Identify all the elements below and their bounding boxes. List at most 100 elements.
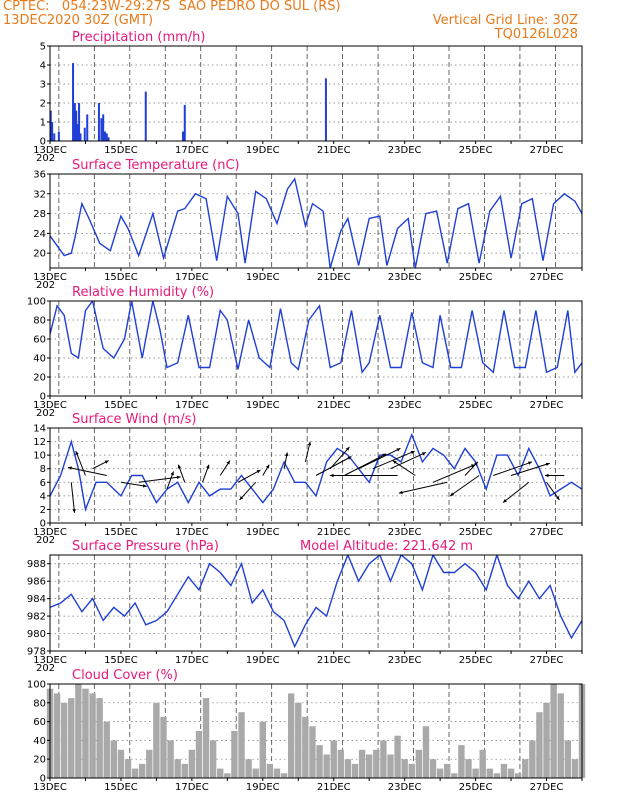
cloud-bar xyxy=(68,698,75,778)
precip-bar xyxy=(182,131,184,141)
cloud-bar xyxy=(60,702,68,778)
precip-bar xyxy=(53,133,56,141)
wind-arrow xyxy=(372,450,415,470)
cloud-bar xyxy=(444,763,451,778)
x-tick-label: 27DEC xyxy=(530,145,564,156)
wind-arrowhead xyxy=(284,452,289,457)
y-tick-label: 80 xyxy=(33,316,46,327)
cloud-bar xyxy=(224,773,231,778)
wind-arrow xyxy=(432,464,476,483)
series-line xyxy=(50,177,582,268)
wind-arrowhead xyxy=(392,460,397,464)
x-tick-label: 23DEC xyxy=(388,400,422,411)
wind-arrow xyxy=(67,466,107,476)
x-tick-label: 13DEC xyxy=(33,655,67,666)
series-line xyxy=(50,301,582,375)
y-tick-label: 20 xyxy=(33,249,46,260)
x-tick-label: 15DEC xyxy=(104,527,138,538)
wind-arrow xyxy=(120,481,147,487)
wind-arrow xyxy=(546,481,560,501)
cloud-bar xyxy=(458,745,465,778)
cloud-bar xyxy=(323,754,330,778)
wind-arrow xyxy=(392,460,416,476)
cloud-bar xyxy=(75,684,82,778)
y-tick-label: 2 xyxy=(40,99,46,110)
wind-arrowhead xyxy=(104,460,109,464)
year-label-cut: 202 xyxy=(36,408,55,419)
cloud-bar xyxy=(245,759,252,778)
wind-arrowhead xyxy=(450,492,455,496)
cloud-bar xyxy=(89,693,96,778)
cloud-bar xyxy=(564,740,572,778)
cloud-bar xyxy=(380,740,387,778)
precip-bar xyxy=(75,110,78,141)
cloud-bar xyxy=(238,712,245,778)
year-label-cut: 202 xyxy=(36,280,55,291)
x-tick-label: 21DEC xyxy=(317,145,351,156)
header-run-time: 13DEC2020 30Z (GMT) xyxy=(3,13,154,28)
cloud-bar xyxy=(280,773,288,778)
x-tick-label: 25DEC xyxy=(459,145,493,156)
cloud-bar xyxy=(103,721,110,778)
cloud-bar xyxy=(259,721,266,778)
y-tick-label: 978 xyxy=(27,647,46,658)
model-altitude-label: Model Altitude: 221.642 m xyxy=(300,539,473,554)
header-model-code: TQ0126L028 xyxy=(494,27,578,42)
cloud-bar xyxy=(543,702,550,778)
x-tick-label: 15DEC xyxy=(104,400,138,411)
y-tick-label: 24 xyxy=(33,229,46,240)
cloud-bar xyxy=(351,763,359,778)
wind-arrowhead xyxy=(329,473,334,478)
cloud-bar xyxy=(366,754,373,778)
panel-title: Cloud Cover (%) xyxy=(72,668,178,683)
wind-arrowhead xyxy=(345,447,350,451)
x-tick-label: 19DEC xyxy=(246,400,280,411)
y-tick-label: 20 xyxy=(33,755,46,766)
wind-arrowhead xyxy=(398,490,403,495)
precip-bar xyxy=(105,133,108,141)
cloud-bar xyxy=(217,768,224,778)
wind-arrowhead xyxy=(142,484,147,488)
cloud-bar xyxy=(53,693,61,778)
cloud-bar xyxy=(330,740,337,778)
cloud-bar xyxy=(295,702,302,778)
cloud-bar xyxy=(287,693,295,778)
y-tick-label: 36 xyxy=(33,170,46,181)
x-tick-label: 27DEC xyxy=(530,272,564,283)
cloud-bar xyxy=(96,698,103,778)
cloud-bar xyxy=(110,740,118,778)
x-tick-label: 13DEC xyxy=(33,400,67,411)
wind-arrowhead xyxy=(256,470,261,474)
wind-arrow xyxy=(138,476,181,483)
y-tick-label: 988 xyxy=(27,559,46,570)
x-tick-label: 23DEC xyxy=(388,527,422,538)
wind-arrowhead xyxy=(307,441,312,446)
x-tick-label: 17DEC xyxy=(175,272,209,283)
series-line xyxy=(50,555,582,649)
x-tick-label: 19DEC xyxy=(246,655,280,666)
panel-frame xyxy=(49,173,583,269)
y-tick-label: 980 xyxy=(27,629,46,640)
precip-bar xyxy=(97,103,100,141)
wind-arrow xyxy=(75,450,86,476)
y-tick-label: 984 xyxy=(27,594,46,605)
panel-title: Surface Pressure (hPa) xyxy=(72,539,219,554)
x-tick-label: 23DEC xyxy=(388,782,422,793)
y-tick-label: 8 xyxy=(40,464,46,475)
wind-arrow xyxy=(502,481,530,504)
panel-title: Relative Humidity (%) xyxy=(72,285,214,300)
wind-arrowhead xyxy=(239,496,244,500)
panel-frame xyxy=(49,427,583,524)
y-tick-label: 0 xyxy=(40,392,46,403)
header-location: CPTEC: 054:23W-29:27S SAO PEDRO DO SUL (… xyxy=(3,0,341,14)
cloud-bar xyxy=(302,716,309,778)
cloud-bar xyxy=(465,759,472,778)
y-tick-label: 14 xyxy=(33,424,46,435)
precip-bar xyxy=(51,122,54,141)
year-label-cut: 202 xyxy=(36,153,55,164)
precip-bar xyxy=(79,133,82,141)
y-tick-label: 28 xyxy=(33,209,46,220)
wind-arrowhead xyxy=(503,499,507,503)
cloud-bar xyxy=(131,768,139,778)
